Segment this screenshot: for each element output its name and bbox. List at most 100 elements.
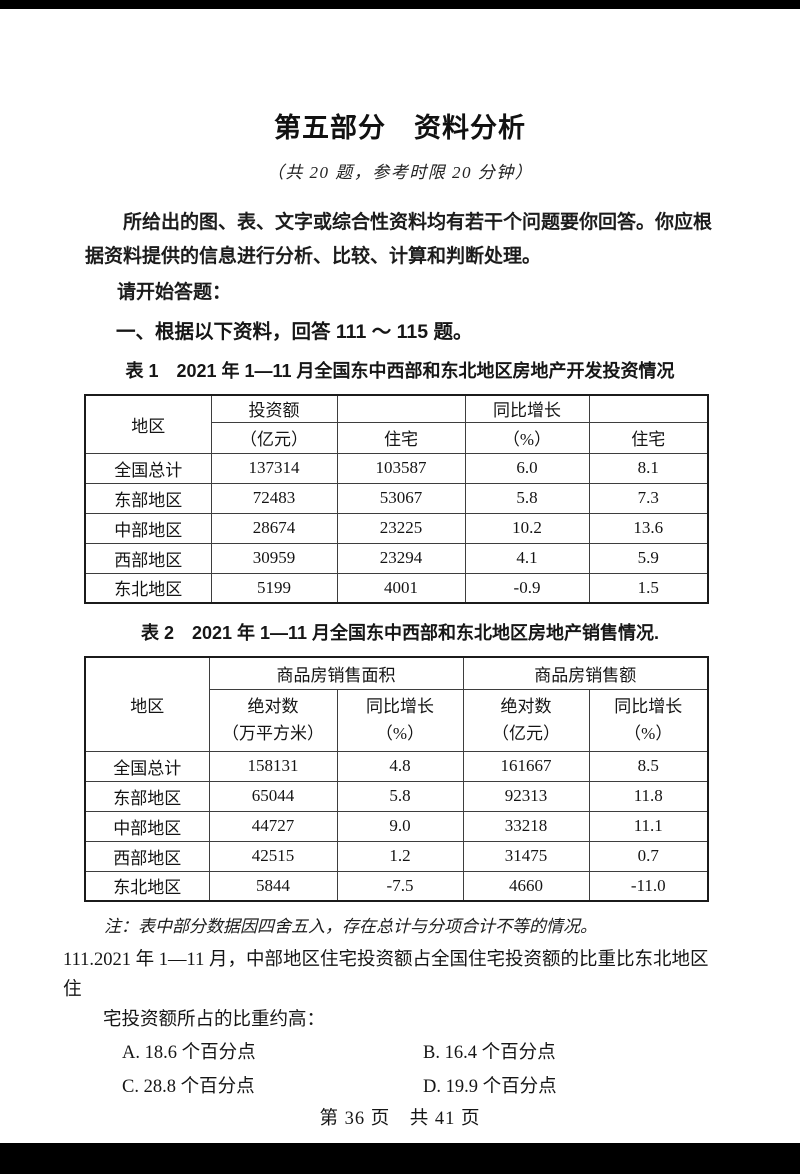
value-cell: 28674	[210, 512, 338, 544]
header-label: 绝对数	[500, 697, 552, 716]
region-cell: 西部地区	[84, 840, 210, 872]
option-b: B. 16.4 个百分点	[423, 1043, 556, 1063]
region-cell: 东北地区	[84, 572, 212, 604]
region-cell: 全国总计	[84, 750, 210, 782]
table1-header-region: 地区	[84, 394, 212, 454]
value-cell: 5.8	[336, 780, 464, 812]
header-label: 同比增长	[366, 697, 434, 716]
value-cell: -7.5	[336, 870, 464, 902]
header-label: 绝对数	[247, 697, 299, 716]
section-title: 第五部分 资料分析	[274, 113, 526, 143]
answer-options: A. 18.6 个百分点 B. 16.4 个百分点 C. 28.8 个百分点 D…	[122, 1041, 800, 1099]
table1-header-residential-growth: 住宅	[588, 421, 709, 454]
table1: 地区 投资额 同比增长 （亿元） 住宅 （%） 住宅 全国总计 137314 1…	[84, 394, 709, 604]
table2-header-region: 地区	[84, 656, 210, 752]
table2-header-row-1: 地区 商品房销售面积 商品房销售额	[84, 656, 709, 752]
table2-title: 表 2 2021 年 1—11 月全国东中西部和东北地区房地产销售情况.	[140, 623, 660, 643]
value-cell: 4.8	[336, 750, 464, 782]
value-cell: 92313	[462, 780, 590, 812]
table1-header-row-2: （亿元） 住宅 （%） 住宅	[85, 421, 709, 454]
value-cell: 4001	[336, 572, 466, 604]
table1-header-spacer-1	[336, 394, 466, 423]
table1-row-northeast: 东北地区 5199 4001 -0.9 1.5	[84, 572, 709, 604]
table-note: 注：表中部分数据因四舍五入，存在总计与分项合计不等的情况。	[104, 917, 597, 936]
page-info: 第 36 页 共 41 页	[319, 1109, 481, 1129]
scan-black-bar-bottom	[0, 1143, 800, 1174]
question-line-1: 111.2021 年 1—11 月，中部地区住宅投资额占全国住宅投资额的比重比东…	[63, 945, 725, 1005]
table1-row-west: 西部地区 30959 23294 4.1 5.9	[84, 542, 709, 574]
value-cell: 6.0	[464, 452, 590, 484]
value-cell: 44727	[208, 810, 338, 842]
intro-line-1: 所给出的图、表、文字或综合性资料均有若干个问题要你回答。你应根	[123, 212, 713, 233]
value-cell: 5.8	[464, 482, 590, 514]
table1-header-row-1: 地区 投资额 同比增长	[84, 394, 709, 454]
table1-row-east: 东部地区 72483 53067 5.8 7.3	[84, 482, 709, 514]
value-cell: 33218	[462, 810, 590, 842]
table2-row-west: 西部地区 42515 1.2 31475 0.7	[84, 840, 709, 872]
option-d: D. 19.9 个百分点	[423, 1077, 557, 1097]
region-cell: 东部地区	[84, 780, 210, 812]
region-cell: 中部地区	[84, 810, 210, 842]
option-a: A. 18.6 个百分点	[122, 1043, 256, 1063]
option-c: C. 28.8 个百分点	[122, 1077, 255, 1097]
value-cell: 103587	[336, 452, 466, 484]
value-cell: 72483	[210, 482, 338, 514]
table1-header-growth: 同比增长	[464, 394, 590, 423]
value-cell: 23294	[336, 542, 466, 574]
table2-row-national: 全国总计 158131 4.8 161667 8.5	[84, 750, 709, 782]
header-unit: （%）	[624, 724, 673, 743]
table1-title: 表 1 2021 年 1—11 月全国东中西部和东北地区房地产开发投资情况	[125, 361, 675, 381]
table2-row-east: 东部地区 65044 5.8 92313 11.8	[84, 780, 709, 812]
start-prompt: 请开始答题：	[117, 282, 232, 303]
table1-header-residential: 住宅	[336, 421, 466, 454]
table2-header-abs-area: 绝对数 （万平方米）	[208, 688, 338, 752]
value-cell: 5199	[210, 572, 338, 604]
value-cell: 1.5	[588, 572, 709, 604]
value-cell: 7.3	[588, 482, 709, 514]
header-unit: （%）	[375, 724, 425, 743]
value-cell: 42515	[208, 840, 338, 872]
value-cell: -11.0	[588, 870, 709, 902]
table2-header-sales-area-group: 商品房销售面积	[208, 656, 464, 690]
region-cell: 全国总计	[84, 452, 212, 484]
value-cell: 10.2	[464, 512, 590, 544]
scan-black-bar-top	[0, 0, 800, 9]
value-cell: 158131	[208, 750, 338, 782]
intro-paragraph: 所给出的图、表、文字或综合性资料均有若干个问题要你回答。你应根 据资料提供的信息…	[85, 206, 720, 274]
value-cell: 161667	[462, 750, 590, 782]
value-cell: 4.1	[464, 542, 590, 574]
table2-header-sales-amount-group: 商品房销售额	[462, 656, 709, 690]
header-unit: （亿元）	[492, 724, 560, 743]
table1-row-central: 中部地区 28674 23225 10.2 13.6	[84, 512, 709, 544]
value-cell: -0.9	[464, 572, 590, 604]
value-cell: 0.7	[588, 840, 709, 872]
table1-header-growth-unit: （%）	[464, 421, 590, 454]
value-cell: 30959	[210, 542, 338, 574]
table1-header-spacer-2	[588, 394, 709, 423]
value-cell: 23225	[336, 512, 466, 544]
region-cell: 东部地区	[84, 482, 212, 514]
table2-header-abs-amount: 绝对数 （亿元）	[462, 688, 590, 752]
value-cell: 1.2	[336, 840, 464, 872]
value-cell: 53067	[336, 482, 466, 514]
question-111: 111.2021 年 1—11 月，中部地区住宅投资额占全国住宅投资额的比重比东…	[63, 945, 725, 1035]
section-subtitle: （共 20 题，参考时限 20 分钟）	[266, 163, 534, 182]
intro-line-2: 据资料提供的信息进行分析、比较、计算和判断处理。	[85, 246, 542, 267]
value-cell: 137314	[210, 452, 338, 484]
region-cell: 西部地区	[84, 542, 212, 574]
value-cell: 8.5	[588, 750, 709, 782]
value-cell: 8.1	[588, 452, 709, 484]
table1-header-amount-unit: （亿元）	[210, 421, 338, 454]
table2-header-area-growth: 同比增长 （%）	[336, 688, 464, 752]
value-cell: 5844	[208, 870, 338, 902]
question-text: 2021 年 1—11 月，中部地区住宅投资额占全国住宅投资额的比重比东北地区住	[63, 950, 709, 1000]
table2-row-northeast: 东北地区 5844 -7.5 4660 -11.0	[84, 870, 709, 902]
value-cell: 5.9	[588, 542, 709, 574]
header-unit: （万平方米）	[222, 724, 324, 743]
value-cell: 11.8	[588, 780, 709, 812]
region-cell: 东北地区	[84, 870, 210, 902]
value-cell: 31475	[462, 840, 590, 872]
header-label: 同比增长	[614, 697, 683, 716]
value-cell: 4660	[462, 870, 590, 902]
